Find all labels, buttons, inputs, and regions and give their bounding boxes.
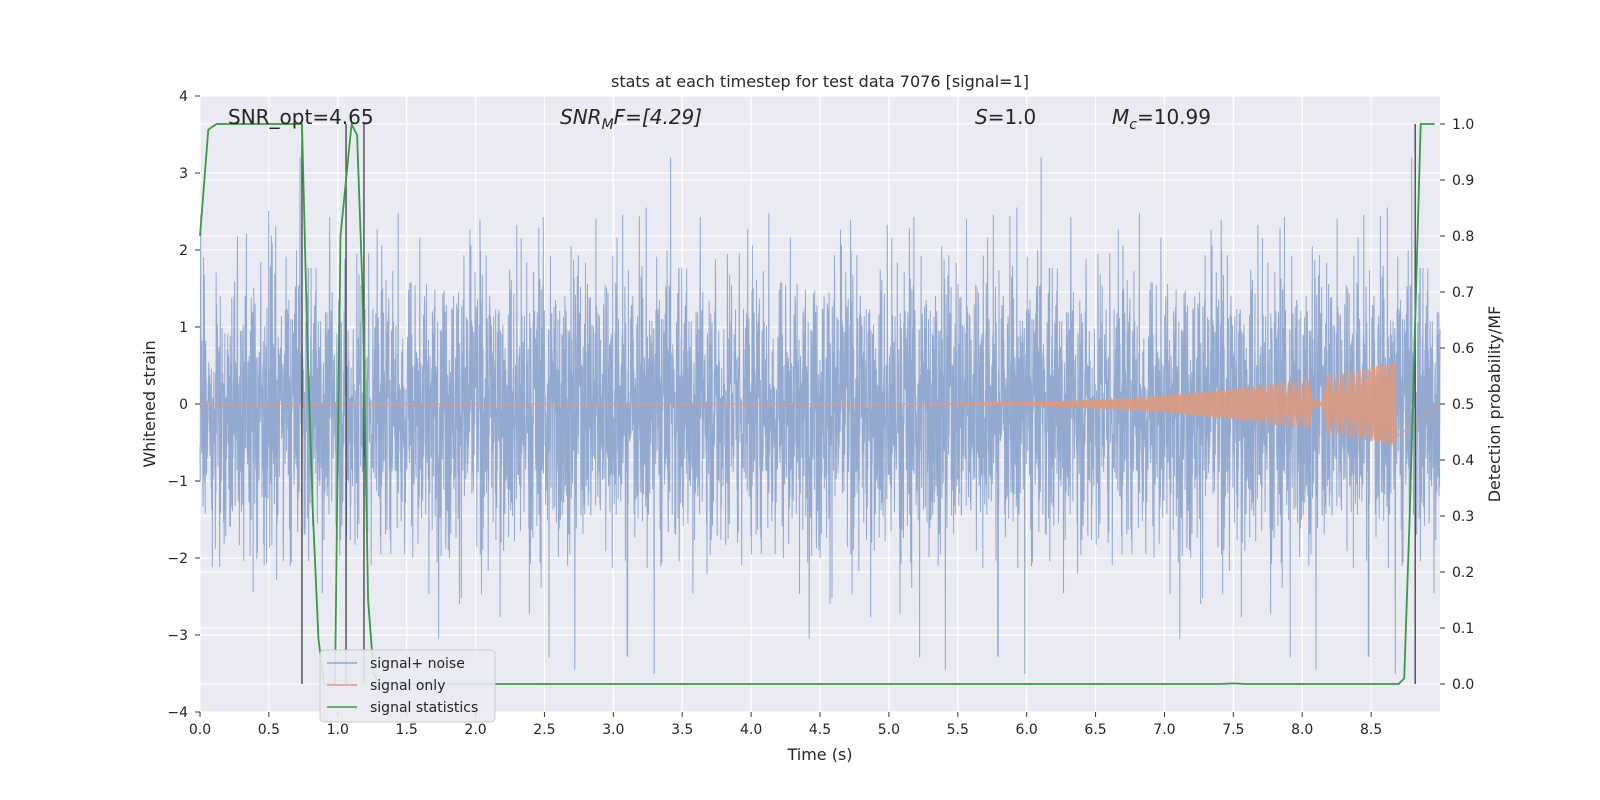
x-tick-label: 3.5	[671, 722, 693, 738]
x-tick-label: 2.5	[533, 722, 555, 738]
y-tick-label-right: 0.2	[1452, 565, 1474, 581]
legend-label-signal-noise: signal+ noise	[370, 656, 465, 672]
vertical-markers	[301, 124, 1416, 684]
y-tick-label-right: 0.6	[1452, 341, 1474, 357]
x-tick-label: 5.5	[947, 722, 969, 738]
x-tick-label: 2.0	[464, 722, 486, 738]
y-tick-label-right: 0.4	[1452, 453, 1474, 469]
signal-statistics-line	[199, 120, 1435, 685]
right-y-axis-ticks: 1.0 0.9 0.8 0.7 0.6 0.5 0.4 0.3 0.2 0.1 0.0	[1440, 117, 1474, 693]
y-tick-label-right: 0.3	[1452, 509, 1474, 525]
signal-statistics-series	[199, 120, 1435, 685]
x-tick-label: 4.0	[740, 722, 762, 738]
snr-mf-main: SNR	[560, 105, 602, 129]
mc-rest: =10.99	[1137, 105, 1211, 129]
y-tick-label-left: 2	[179, 243, 188, 259]
signal-only-line	[200, 362, 1441, 445]
y-tick-label-right: 0.5	[1452, 397, 1474, 413]
y-tick-label-right: 0.8	[1452, 229, 1474, 245]
x-axis-label: Time (s)	[786, 745, 852, 764]
y-tick-label-left: −2	[167, 551, 188, 567]
y-tick-label-right: 0.7	[1452, 285, 1474, 301]
x-tick-label: 0.0	[189, 722, 211, 738]
y-tick-label-left: 4	[179, 89, 188, 105]
left-y-axis-ticks: 4 3 2 1 0 −1 −2 −3 −4	[167, 89, 200, 721]
y-tick-label-left: −4	[167, 705, 188, 721]
y-tick-label-left: −3	[167, 628, 188, 644]
signal-only-series	[200, 362, 1441, 445]
y-tick-label-right: 0.1	[1452, 621, 1474, 637]
x-tick-label: 8.5	[1360, 722, 1382, 738]
snr-mf-rest: F=[4.29]	[614, 105, 702, 129]
y-tick-label-left: 1	[179, 320, 188, 336]
right-y-axis-label: Detection probability/MF	[1485, 306, 1504, 503]
x-tick-label: 0.5	[258, 722, 280, 738]
x-tick-label: 7.0	[1153, 722, 1175, 738]
snr-opt-annotation: SNR_opt=4.65	[228, 105, 374, 129]
snr-mf-sub: M	[602, 117, 614, 133]
mc-main: M	[1112, 105, 1129, 129]
s-annotation: S=1.0	[975, 105, 1036, 129]
legend: signal+ noise signal only signal statist…	[319, 649, 496, 723]
x-tick-label: 8.0	[1291, 722, 1313, 738]
x-tick-label: 1.0	[327, 722, 349, 738]
x-tick-label: 1.5	[396, 722, 418, 738]
x-tick-label: 4.5	[809, 722, 831, 738]
legend-label-signal-statistics: signal statistics	[370, 700, 478, 716]
left-y-axis-label: Whitened strain	[140, 340, 159, 467]
legend-box	[319, 649, 496, 723]
x-tick-label: 6.5	[1084, 722, 1106, 738]
y-tick-label-right: 0.0	[1452, 677, 1474, 693]
x-tick-label: 6.0	[1016, 722, 1038, 738]
snr-mf-annotation: SNRMF=[4.29]	[560, 105, 702, 133]
x-tick-label: 5.0	[878, 722, 900, 738]
mc-sub: c	[1129, 117, 1137, 133]
s-rest: =1.0	[988, 105, 1037, 129]
y-tick-label-right: 1.0	[1452, 117, 1474, 133]
x-tick-label: 7.5	[1222, 722, 1244, 738]
y-tick-label-right: 0.9	[1452, 173, 1474, 189]
x-tick-label: 3.0	[602, 722, 624, 738]
mc-annotation: Mc=10.99	[1112, 105, 1211, 133]
y-tick-label-left: 3	[179, 166, 188, 182]
y-tick-label-left: 0	[179, 397, 188, 413]
s-main: S	[975, 105, 988, 129]
x-axis-ticks: 0.0 0.5 1.0 1.5 2.0 2.5 3.0 3.5 4.0 4.5 5.0 5.5 6.0 6…	[189, 712, 1382, 738]
y-tick-label-left: −1	[167, 474, 188, 490]
legend-label-signal-only: signal only	[370, 678, 445, 694]
chart-title: stats at each timestep for test data 707…	[611, 72, 1029, 91]
